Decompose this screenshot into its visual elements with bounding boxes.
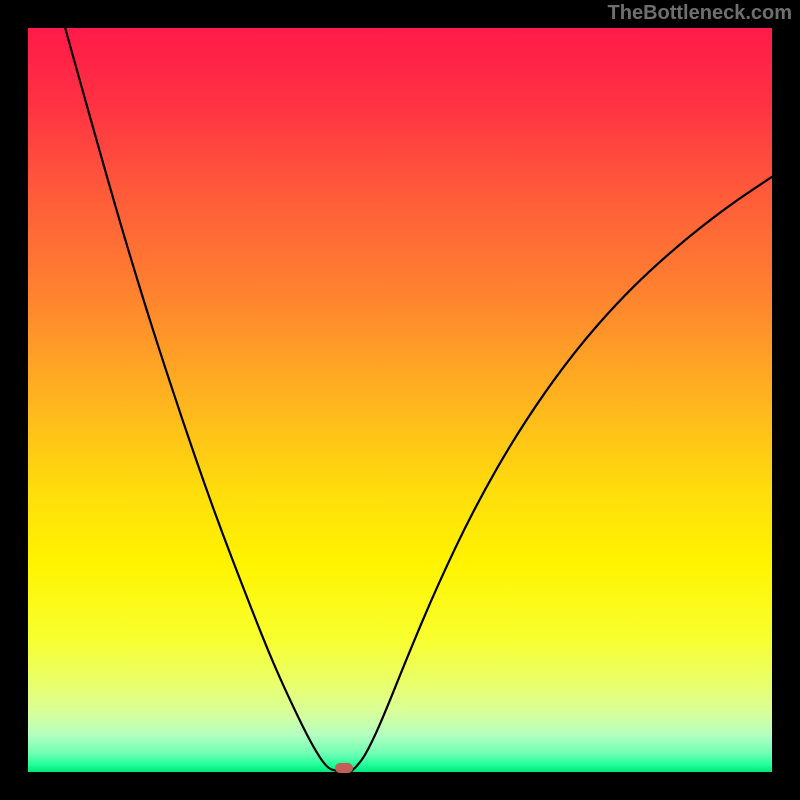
optimal-point-marker bbox=[335, 763, 353, 773]
plot-area bbox=[28, 28, 772, 772]
bottleneck-curve bbox=[28, 28, 772, 772]
chart-container: TheBottleneck.com bbox=[0, 0, 800, 800]
watermark-text: TheBottleneck.com bbox=[608, 2, 792, 25]
